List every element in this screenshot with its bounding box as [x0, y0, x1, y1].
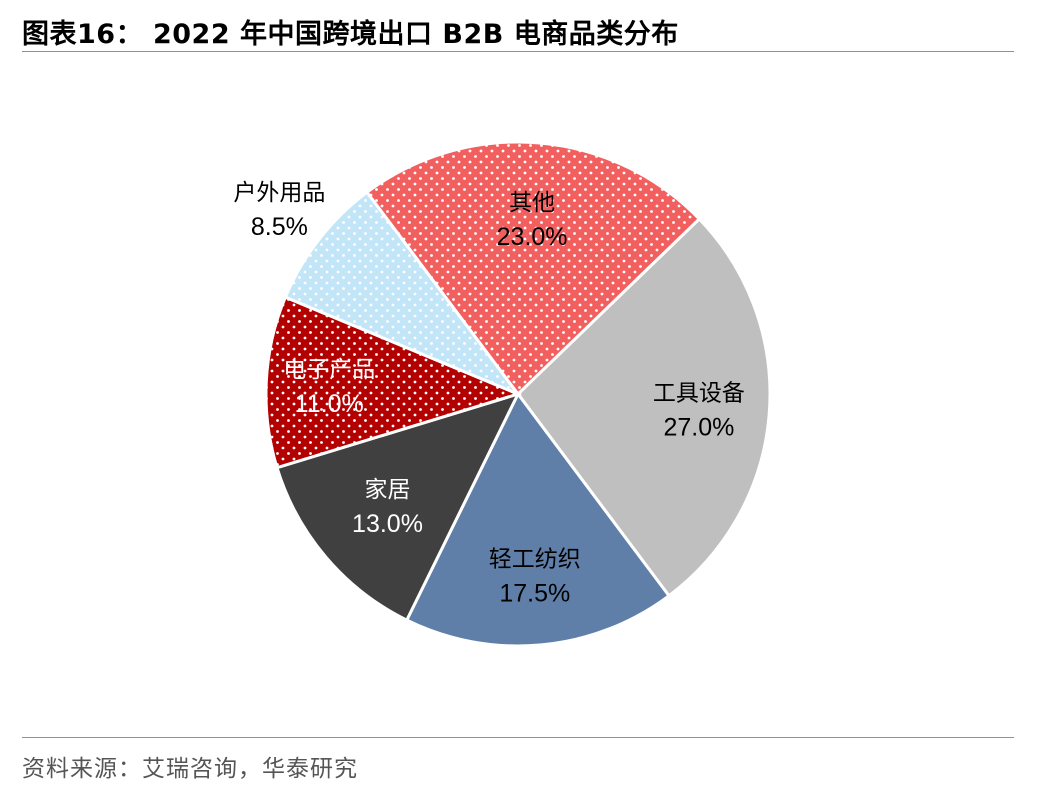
- slice-percent-label: 8.5%: [251, 213, 308, 241]
- slice-percent-label: 11.0%: [295, 390, 364, 418]
- slice-name-label: 电子产品: [283, 357, 375, 383]
- title-divider: [22, 51, 1014, 52]
- pie-slice-4: [264, 295, 523, 470]
- source-divider: [22, 737, 1014, 738]
- pie-labels: 工具设备 27.0% 轻工纺织 17.5% 家居 13.0% 电子产品 11.0% 户外用品 8.…: [233, 180, 745, 608]
- slice-name-label: 其他: [509, 190, 555, 216]
- pie-slices: [264, 140, 772, 648]
- slice-name-label: 工具设备: [653, 381, 745, 407]
- chart-title: 图表16： 2022 年中国跨境出口 B2B 电商品类分布: [22, 19, 679, 50]
- pie-slice-2: [404, 391, 672, 648]
- slice-percent-label: 17.5%: [499, 580, 570, 608]
- source-note: 资料来源：艾瑞咨询，华泰研究: [22, 756, 358, 782]
- slice-name-label: 轻工纺织: [489, 547, 581, 573]
- slice-percent-label: 27.0%: [663, 414, 734, 442]
- slice-percent-label: 23.0%: [497, 223, 568, 251]
- pie-slice-1: [516, 216, 772, 598]
- slice-name-label: 家居: [365, 477, 411, 503]
- pie-slice-6: [364, 140, 702, 397]
- slice-percent-label: 13.0%: [352, 510, 423, 538]
- pie-slice-5: [283, 190, 523, 398]
- slice-name-label: 户外用品: [233, 180, 325, 206]
